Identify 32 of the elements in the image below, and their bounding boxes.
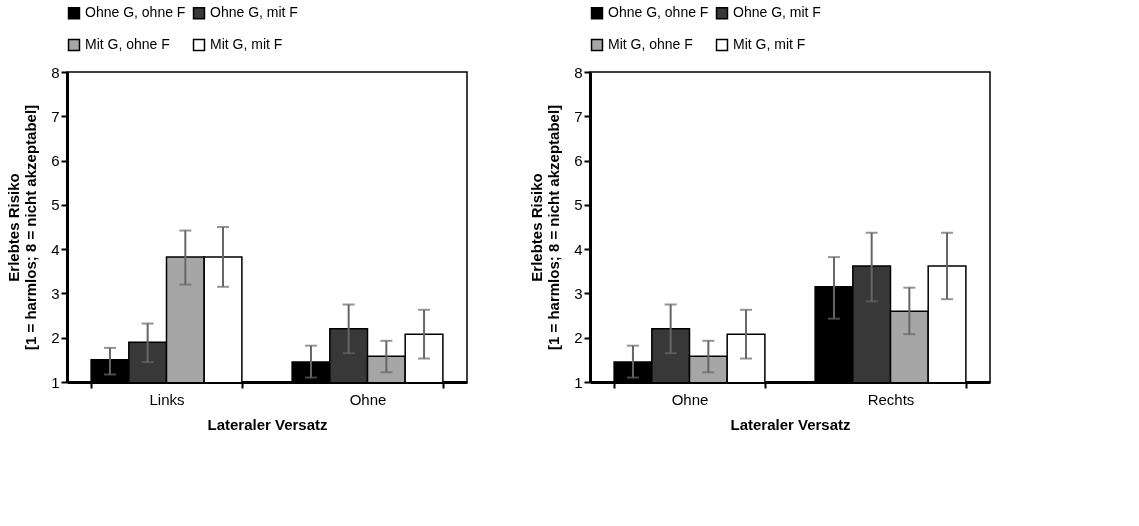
y-tick-label: 4 [574, 240, 583, 258]
y-tick-label: 5 [51, 196, 60, 214]
y-tick-label: 6 [51, 152, 60, 170]
y-tick-label: 7 [574, 107, 583, 125]
legend-label: Ohne G, ohne F [608, 4, 709, 21]
legend-label: Mit G, ohne F [85, 36, 170, 52]
legend-label: Mit G, mit F [210, 36, 283, 52]
legend-label: Ohne G, mit F [210, 4, 298, 21]
y-tick-label: 3 [574, 284, 583, 302]
y-tick-label: 8 [574, 63, 583, 81]
x-axis-title: Lateraler Versatz [207, 415, 328, 433]
y-tick-label: 7 [51, 107, 60, 125]
y-tick-label: 1 [51, 373, 60, 391]
y-tick-label: 8 [51, 63, 60, 81]
x-tick-label: Ohne [671, 390, 709, 408]
y-tick-label: 2 [574, 329, 583, 347]
y-tick-label: 1 [574, 373, 583, 391]
legend-label: Mit G, mit F [733, 36, 806, 52]
x-tick-label: Links [149, 390, 185, 408]
y-tick-label: 5 [574, 196, 583, 214]
y-tick-label: 4 [51, 240, 60, 258]
y-tick-label: 6 [574, 152, 583, 170]
x-tick-label: Ohne [349, 390, 387, 408]
legend-label: Ohne G, ohne F [85, 4, 186, 21]
y-axis-title: Erlebtes Risiko [1 = harmlos; 8 = nicht akzeptabel] [5, 104, 40, 351]
x-tick-label: Rechts [867, 390, 915, 408]
y-tick-label: 2 [51, 329, 60, 347]
y-tick-label: 3 [51, 284, 60, 302]
legend-label: Ohne G, mit F [733, 4, 821, 21]
legend-label: Mit G, ohne F [608, 36, 693, 52]
x-axis-title: Lateraler Versatz [730, 415, 851, 433]
y-axis-title: Erlebtes Risiko [1 = harmlos; 8 = nicht akzeptabel] [528, 104, 563, 351]
